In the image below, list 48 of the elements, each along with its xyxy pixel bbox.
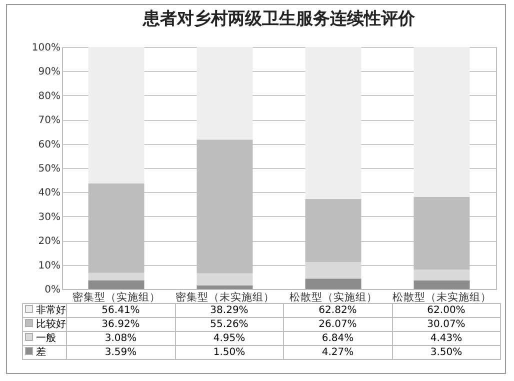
- data-label: 3.59%: [66, 346, 175, 360]
- data-label: 62.82%: [284, 304, 392, 318]
- bar: [305, 47, 362, 200]
- y-tick-label: 50%: [38, 164, 60, 174]
- chart-title: 患者对乡村两级卫生服务连续性评价: [142, 9, 416, 29]
- bar: [196, 273, 253, 286]
- bar: [305, 278, 362, 289]
- bar: [196, 285, 253, 289]
- y-tick-label: 90%: [38, 66, 60, 78]
- x-tick-label: 松散型（实施组）: [289, 290, 378, 304]
- y-tick-label: 0%: [44, 284, 60, 296]
- x-tick-label: 密集型（未实施组）: [175, 290, 274, 304]
- data-label: 38.29%: [175, 304, 284, 318]
- data-label: 4.43%: [392, 332, 500, 346]
- y-tick-label: 20%: [38, 236, 60, 248]
- bar: [414, 280, 470, 289]
- y-tick-label: 40%: [38, 188, 60, 199]
- legend-label: 非常好: [22, 304, 66, 318]
- data-label: 4.27%: [284, 346, 392, 360]
- bar: [196, 47, 253, 140]
- data-label: 36.92%: [66, 318, 175, 332]
- data-label: 56.41%: [66, 304, 175, 318]
- y-tick-label: 100%: [32, 42, 60, 54]
- bar: [414, 47, 470, 198]
- legend-label: 差: [22, 346, 66, 360]
- x-tick-label: 松散型（未实施组）: [392, 290, 492, 304]
- y-tick-label: 30%: [38, 212, 60, 223]
- x-tick-label: 密集型（实施组）: [72, 290, 160, 304]
- bar: [88, 47, 144, 184]
- legend-label: 比较好: [22, 318, 66, 332]
- bar: [88, 272, 144, 280]
- data-label: 6.84%: [284, 332, 392, 346]
- y-tick-label: 80%: [38, 90, 60, 102]
- data-label: 26.07%: [284, 318, 392, 332]
- y-tick-label: 70%: [38, 115, 60, 126]
- data-label: 30.07%: [392, 318, 500, 332]
- bar: [305, 262, 362, 279]
- data-label: 1.50%: [175, 346, 284, 360]
- bar: [414, 270, 470, 281]
- y-tick-label: 10%: [38, 260, 60, 272]
- data-label: 55.26%: [175, 318, 284, 332]
- bar: [88, 280, 144, 289]
- data-label: 4.95%: [175, 332, 284, 346]
- data-label: 3.50%: [392, 346, 500, 360]
- data-label: 62.00%: [392, 304, 500, 318]
- y-tick-label: 60%: [38, 139, 60, 150]
- legend-label: 一般: [22, 332, 66, 346]
- data-label: 3.08%: [66, 332, 175, 346]
